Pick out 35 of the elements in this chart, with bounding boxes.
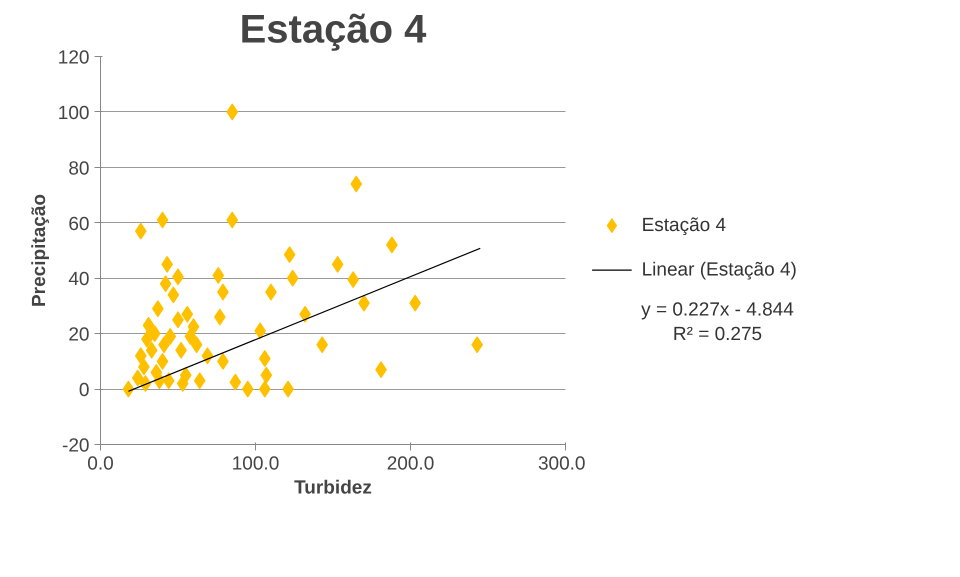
x-tick-label: 300.0 [538,454,586,474]
point [258,380,271,398]
y-tick-label: 120 [58,48,90,68]
x-tick-label: 0.0 [87,454,114,474]
point [134,347,147,364]
point [226,212,238,229]
point [242,380,254,398]
point [181,306,194,323]
point [162,372,175,390]
point [194,372,206,390]
text: R² = 0.275 [672,324,762,346]
point [350,175,362,192]
y-tick-label: 80 [68,158,90,180]
legend-label: Linear (Estação 4) [642,260,797,281]
y-axis-title: Precipitação [28,194,50,307]
point [164,328,176,345]
y-tick-label: 40 [68,269,90,290]
x-axis-title: Turbidez [294,478,372,498]
point [132,369,144,386]
point [134,222,147,240]
y-tick-label: 100 [58,102,90,124]
point [226,103,238,120]
y-tick-label: -20 [62,436,90,456]
point [286,270,299,287]
point [212,266,224,284]
point [148,325,161,342]
y-tick-label: 20 [68,324,90,346]
legend-label: Estação 4 [642,215,727,236]
y-tick-label: 60 [68,214,90,235]
text: y = 0.227x - 4.844 [641,300,794,321]
point [258,350,271,368]
x-tick-label: 100.0 [232,454,280,474]
x-tick-label: 200.0 [386,454,434,474]
y-tick-label: 0 [78,380,90,402]
chart-title: Estação 4 [240,8,428,52]
